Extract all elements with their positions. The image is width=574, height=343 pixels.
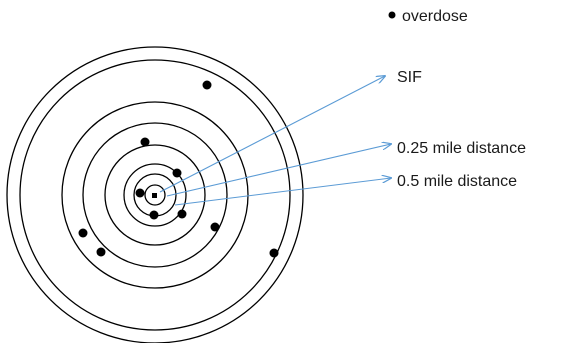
legend: overdose	[388, 8, 468, 25]
overdose-dot	[177, 209, 187, 219]
ring-6	[19, 59, 291, 331]
overdose-dot	[135, 188, 145, 198]
ring-3	[104, 144, 206, 246]
overdose-dot	[269, 248, 279, 258]
half-mile-label: 0.5 mile distance	[397, 173, 517, 190]
half-mile-arrow	[174, 178, 391, 206]
overdose-dot	[172, 168, 182, 178]
overdose-dot	[202, 80, 212, 90]
sif-center-marker	[152, 193, 157, 198]
black-dot-icon	[388, 11, 396, 19]
label-arrows	[159, 76, 391, 206]
overdose-dots	[78, 80, 279, 258]
ring-outer	[6, 46, 304, 343]
overdose-dot	[96, 247, 106, 257]
overdose-dot	[210, 222, 220, 232]
overdose-dot	[149, 210, 159, 220]
ring-4	[82, 122, 228, 268]
ring-5	[61, 101, 249, 289]
quarter-mile-arrow	[166, 144, 391, 197]
sif-arrow	[159, 76, 385, 193]
overdose-dot	[140, 137, 150, 147]
sif-label: SIF	[397, 69, 422, 86]
ring-inner	[144, 184, 166, 206]
ring-2	[123, 163, 187, 227]
concentric-rings	[6, 46, 304, 343]
legend-label: overdose	[402, 8, 468, 25]
quarter-mile-label: 0.25 mile distance	[397, 140, 526, 157]
overdose-dot	[78, 228, 88, 238]
